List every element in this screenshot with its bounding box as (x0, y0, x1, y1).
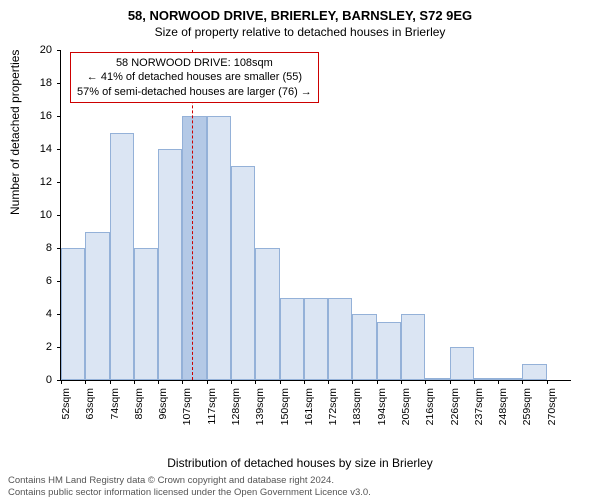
xtick-mark (280, 380, 281, 384)
caption-line-2: Contains public sector information licen… (8, 487, 592, 498)
histogram-bar (231, 166, 255, 381)
callout-line: ← 41% of detached houses are smaller (55… (77, 70, 312, 84)
histogram-bar (85, 232, 109, 381)
xtick-mark (255, 380, 256, 384)
xtick-label: 150sqm (279, 388, 291, 428)
histogram-bar (401, 314, 425, 380)
xtick-mark (85, 380, 86, 384)
xtick-label: 96sqm (157, 388, 169, 428)
histogram-bar (328, 298, 352, 381)
caption-line-1: Contains HM Land Registry data © Crown c… (8, 475, 592, 486)
ytick-label: 16 (22, 110, 52, 122)
histogram-bar (182, 116, 206, 380)
histogram-bar (522, 364, 546, 381)
ytick-label: 4 (22, 308, 52, 320)
ytick-label: 10 (22, 209, 52, 221)
xtick-mark (134, 380, 135, 384)
ytick-label: 12 (22, 176, 52, 188)
ytick-mark (57, 314, 61, 315)
callout-line: 57% of semi-detached houses are larger (… (77, 85, 312, 99)
xtick-label: 259sqm (521, 388, 533, 428)
chart-container: 58, NORWOOD DRIVE, BRIERLEY, BARNSLEY, S… (0, 0, 600, 500)
xtick-label: 161sqm (303, 388, 315, 428)
histogram-bar (352, 314, 376, 380)
xtick-label: 183sqm (351, 388, 363, 428)
xtick-label: 74sqm (109, 388, 121, 428)
x-axis-label: Distribution of detached houses by size … (0, 456, 600, 470)
xtick-label: 270sqm (546, 388, 558, 428)
xtick-label: 117sqm (206, 388, 218, 428)
xtick-mark (231, 380, 232, 384)
ytick-mark (57, 248, 61, 249)
callout-line: 58 NORWOOD DRIVE: 108sqm (77, 56, 312, 70)
ytick-label: 2 (22, 341, 52, 353)
ytick-mark (57, 215, 61, 216)
xtick-mark (547, 380, 548, 384)
xtick-mark (328, 380, 329, 384)
histogram-bar (425, 378, 449, 380)
ytick-mark (57, 50, 61, 51)
xtick-mark (207, 380, 208, 384)
xtick-mark (304, 380, 305, 384)
xtick-mark (182, 380, 183, 384)
histogram-bar (474, 378, 498, 380)
xtick-label: 216sqm (424, 388, 436, 428)
xtick-mark (425, 380, 426, 384)
xtick-label: 128sqm (230, 388, 242, 428)
xtick-label: 85sqm (133, 388, 145, 428)
ytick-label: 8 (22, 242, 52, 254)
ytick-label: 6 (22, 275, 52, 287)
xtick-label: 52sqm (60, 388, 72, 428)
histogram-bar (134, 248, 158, 380)
ytick-label: 18 (22, 77, 52, 89)
histogram-bar (255, 248, 279, 380)
xtick-label: 194sqm (376, 388, 388, 428)
ytick-label: 20 (22, 44, 52, 56)
chart-title-main: 58, NORWOOD DRIVE, BRIERLEY, BARNSLEY, S… (0, 0, 600, 23)
xtick-label: 139sqm (254, 388, 266, 428)
ytick-mark (57, 182, 61, 183)
xtick-mark (522, 380, 523, 384)
y-axis-label: Number of detached properties (8, 50, 22, 215)
xtick-label: 226sqm (449, 388, 461, 428)
xtick-mark (352, 380, 353, 384)
ytick-mark (57, 149, 61, 150)
histogram-bar (498, 378, 522, 380)
xtick-mark (158, 380, 159, 384)
ytick-label: 14 (22, 143, 52, 155)
ytick-mark (57, 281, 61, 282)
ytick-mark (57, 83, 61, 84)
histogram-bar (110, 133, 134, 381)
xtick-label: 205sqm (400, 388, 412, 428)
histogram-bar (377, 322, 401, 380)
chart-title-sub: Size of property relative to detached ho… (0, 23, 600, 39)
histogram-bar (450, 347, 474, 380)
ytick-mark (57, 116, 61, 117)
xtick-mark (450, 380, 451, 384)
xtick-mark (401, 380, 402, 384)
xtick-label: 107sqm (181, 388, 193, 428)
xtick-label: 172sqm (327, 388, 339, 428)
histogram-bar (304, 298, 328, 381)
caption: Contains HM Land Registry data © Crown c… (8, 475, 592, 498)
xtick-mark (110, 380, 111, 384)
xtick-mark (474, 380, 475, 384)
ytick-mark (57, 347, 61, 348)
callout-box: 58 NORWOOD DRIVE: 108sqm← 41% of detache… (70, 52, 319, 103)
histogram-bar (61, 248, 85, 380)
histogram-bar (280, 298, 304, 381)
xtick-label: 63sqm (84, 388, 96, 428)
ytick-label: 0 (22, 374, 52, 386)
histogram-bar (158, 149, 182, 380)
xtick-mark (498, 380, 499, 384)
histogram-bar (207, 116, 231, 380)
xtick-mark (377, 380, 378, 384)
xtick-mark (61, 380, 62, 384)
xtick-label: 248sqm (497, 388, 509, 428)
xtick-label: 237sqm (473, 388, 485, 428)
